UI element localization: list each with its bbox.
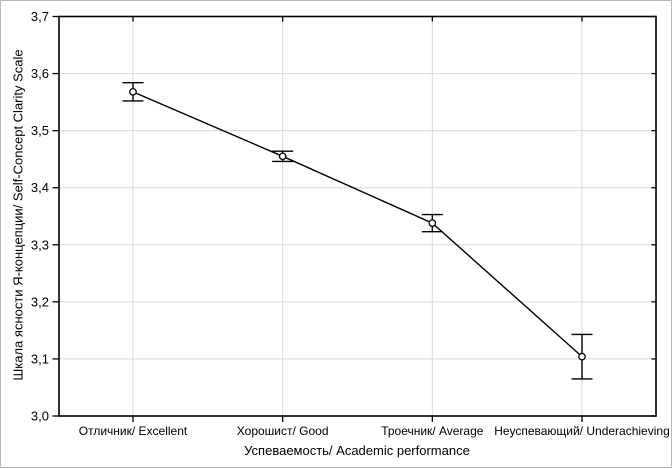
y-tick-label: 3,4 [31,180,49,195]
y-axis-title: Шкала ясности Я-концепции/ Self-Concept … [10,49,26,381]
data-point-marker [278,152,287,161]
y-tick-label: 3,3 [31,237,49,252]
x-tick-label: Отличник/ Excellent [79,424,188,438]
y-tick-label: 3,6 [31,66,49,81]
series-line [132,91,583,358]
y-tick-label: 3,7 [31,9,49,24]
x-tick-label: Неуспевающий/ Underachieving [494,424,670,438]
y-tick-label: 3,1 [31,351,49,366]
y-tick-label: 3,5 [31,123,49,138]
plot-frame [58,15,657,417]
x-axis-title: Успеваемость/ Academic performance [244,443,470,458]
x-tick-label: Хорошист/ Good [237,424,329,438]
data-point-marker [578,352,586,361]
data-point-marker [129,87,137,96]
y-tick-label: 3,2 [31,294,49,309]
data-point-marker [428,219,437,227]
y-tick-label: 3,0 [31,409,49,424]
x-tick-label: Троечник/ Average [381,424,484,438]
